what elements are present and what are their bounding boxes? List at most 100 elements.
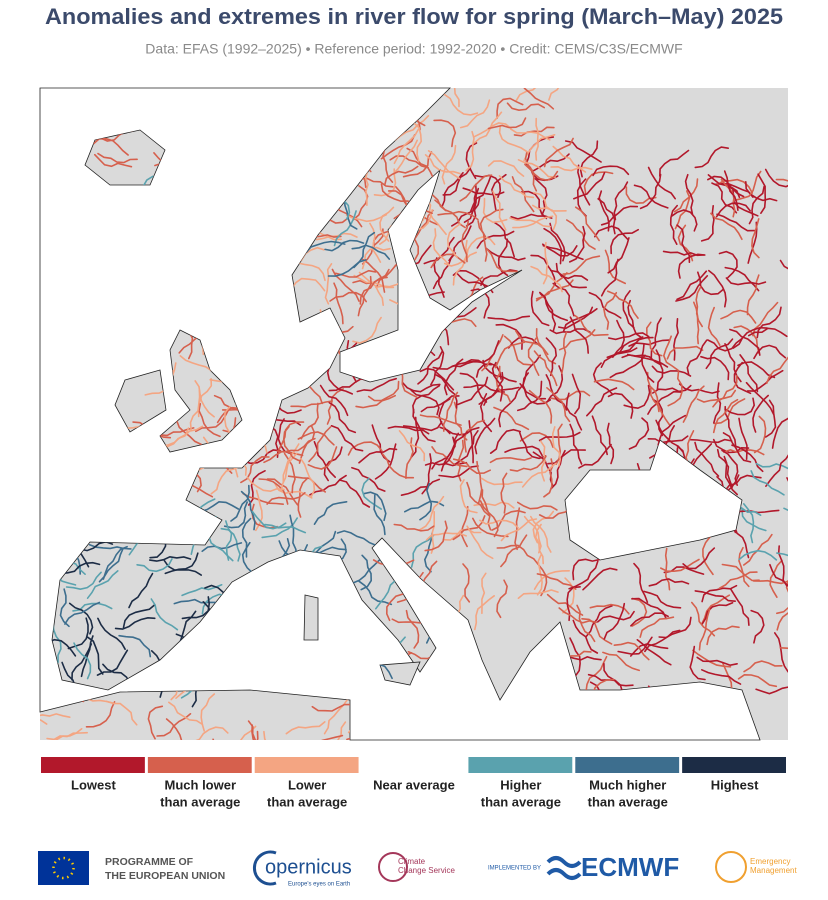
river xyxy=(519,82,555,110)
river xyxy=(398,430,426,462)
river xyxy=(685,430,695,470)
river xyxy=(457,376,489,406)
river xyxy=(729,588,750,626)
river xyxy=(712,375,738,408)
river xyxy=(515,73,548,102)
river xyxy=(477,220,488,262)
river xyxy=(748,327,788,338)
river xyxy=(389,155,429,169)
river xyxy=(569,225,586,263)
river xyxy=(423,236,455,265)
river xyxy=(765,452,791,487)
river xyxy=(85,701,116,728)
river xyxy=(437,210,479,221)
river xyxy=(373,168,397,197)
river xyxy=(523,134,556,162)
river xyxy=(673,178,699,213)
river xyxy=(395,84,425,112)
river xyxy=(287,246,325,265)
river xyxy=(701,669,742,685)
river xyxy=(362,491,387,522)
river xyxy=(678,383,720,394)
river xyxy=(316,319,354,334)
river xyxy=(470,175,492,212)
river xyxy=(636,639,672,666)
river xyxy=(648,578,690,587)
river xyxy=(701,602,734,626)
river xyxy=(163,559,202,576)
river xyxy=(407,209,434,243)
river xyxy=(622,290,635,329)
river xyxy=(430,253,466,269)
river xyxy=(586,678,615,708)
river xyxy=(371,424,391,463)
river xyxy=(700,355,730,381)
river xyxy=(776,579,793,615)
river xyxy=(272,390,302,415)
river xyxy=(752,394,769,433)
river xyxy=(530,265,563,293)
river xyxy=(68,602,94,635)
river xyxy=(375,573,400,610)
river xyxy=(357,275,372,317)
river xyxy=(466,481,491,517)
river xyxy=(573,171,606,200)
river xyxy=(173,413,202,446)
river xyxy=(520,190,548,220)
river xyxy=(751,218,760,259)
river xyxy=(473,111,503,144)
river xyxy=(437,594,465,624)
river xyxy=(485,247,526,261)
river xyxy=(456,273,494,294)
river xyxy=(348,342,358,383)
river xyxy=(623,384,651,410)
river xyxy=(308,426,332,463)
river xyxy=(517,159,556,178)
river xyxy=(347,702,378,734)
river xyxy=(512,215,554,229)
river xyxy=(571,373,582,415)
legend-label: than average xyxy=(160,794,240,809)
river xyxy=(779,647,823,656)
river xyxy=(146,313,168,351)
river xyxy=(532,451,554,487)
river xyxy=(346,710,370,741)
river xyxy=(524,163,559,182)
river xyxy=(707,338,743,352)
river xyxy=(610,228,639,255)
river xyxy=(202,601,225,639)
river xyxy=(285,721,326,735)
river xyxy=(558,607,598,624)
river xyxy=(364,163,370,206)
river xyxy=(225,520,233,561)
river xyxy=(631,597,667,620)
river xyxy=(44,692,85,703)
river xyxy=(482,197,508,224)
river xyxy=(218,448,248,476)
river xyxy=(713,382,722,424)
river xyxy=(465,142,478,180)
river xyxy=(405,609,420,649)
river xyxy=(380,134,416,160)
river xyxy=(536,698,570,726)
river xyxy=(312,555,343,585)
river xyxy=(479,519,519,529)
river xyxy=(498,124,528,153)
river xyxy=(305,546,347,558)
river xyxy=(418,606,434,644)
river xyxy=(361,477,382,510)
river xyxy=(300,402,319,440)
river xyxy=(373,636,406,664)
river xyxy=(503,335,532,366)
river xyxy=(588,291,622,319)
river xyxy=(574,206,600,242)
river xyxy=(594,225,629,240)
river xyxy=(462,563,471,603)
river xyxy=(235,725,257,762)
river xyxy=(542,243,578,257)
river xyxy=(441,144,457,185)
river xyxy=(517,380,543,412)
river xyxy=(336,611,354,648)
river xyxy=(373,494,386,536)
river xyxy=(317,309,326,351)
